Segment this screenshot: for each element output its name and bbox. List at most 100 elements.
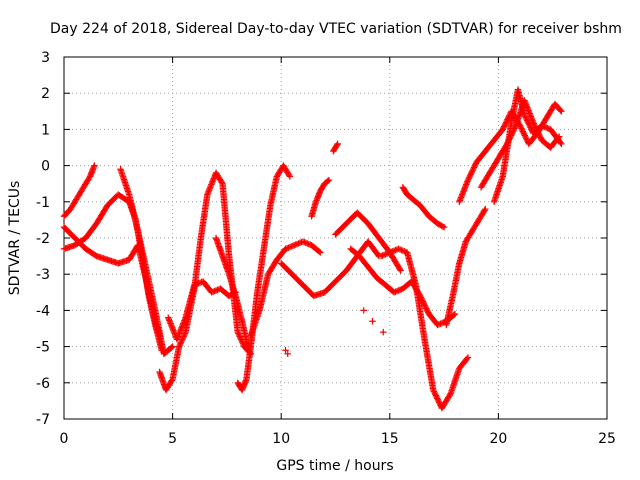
data-point-fill	[439, 223, 446, 230]
data-point-fill	[288, 243, 295, 250]
data-point-fill	[419, 298, 427, 305]
data-point-fill	[465, 175, 472, 182]
data-point-fill	[438, 222, 445, 229]
data-point-fill	[181, 330, 189, 337]
y-axis-label: SDTVAR / TECUs	[7, 181, 23, 296]
y-tick-label: -1	[36, 195, 50, 211]
data-point-fill	[523, 117, 531, 124]
data-point-fill	[504, 115, 512, 122]
x-tick-label: 10	[272, 431, 290, 447]
data-point-fill	[78, 186, 86, 194]
data-point-fill	[462, 356, 470, 364]
data-point-fill	[167, 378, 175, 386]
data-point-fill	[285, 244, 292, 251]
data-point-fill	[431, 389, 438, 397]
data-point-fill	[401, 248, 408, 255]
data-point-fill	[383, 250, 391, 257]
data-point-fill	[467, 171, 474, 178]
data-point-fill	[541, 117, 548, 125]
data-point-fill	[466, 172, 474, 180]
chart-title: Day 224 of 2018, Sidereal Day-to-day VTE…	[50, 21, 622, 37]
data-point-fill	[235, 331, 243, 339]
data-point-fill	[557, 107, 564, 114]
data-point-fill	[432, 392, 440, 399]
data-point-fill	[412, 280, 419, 287]
data-point-fill	[449, 294, 456, 301]
data-point-fill	[402, 188, 409, 196]
data-point-fill	[380, 280, 387, 287]
data-point-fill	[395, 287, 402, 294]
data-point-fill	[85, 175, 92, 183]
data-point-fill	[541, 123, 548, 131]
data-point-fill	[406, 193, 413, 200]
data-point-fill	[312, 200, 319, 207]
data-point-fill	[518, 125, 525, 132]
data-point-fill	[264, 272, 272, 279]
plot-frame	[63, 56, 608, 420]
data-point-fill	[445, 393, 453, 400]
data-point-fill	[181, 331, 188, 339]
grid-lines	[64, 57, 607, 419]
data-point-fill	[392, 288, 399, 295]
data-point-fill	[540, 123, 547, 130]
data-point-fill	[432, 391, 439, 398]
data-point-fill	[520, 129, 527, 136]
data-point-fill	[168, 344, 175, 351]
data-point-fill	[467, 230, 474, 237]
data-point-fill	[522, 133, 529, 141]
data-point-fill	[352, 255, 359, 262]
data-point-fill	[308, 290, 315, 297]
data-point-fill	[393, 287, 401, 295]
data-point-fill	[285, 171, 293, 179]
data-point-fill	[462, 239, 469, 247]
data-point-fill	[390, 247, 398, 254]
data-point-fill	[176, 341, 183, 349]
data-point-fill	[90, 163, 98, 171]
data-point-fill	[398, 246, 405, 254]
data-point-fill	[446, 391, 454, 399]
data-point-fill	[324, 177, 332, 185]
data-point-fill	[272, 259, 279, 266]
data-point-fill	[388, 287, 396, 294]
data-point-fill	[217, 177, 225, 185]
data-point-fill	[501, 122, 508, 129]
data-point-fill	[556, 138, 563, 145]
data-point-fill	[469, 167, 476, 174]
data-point-fill	[333, 141, 341, 149]
data-point-fill	[168, 377, 175, 384]
data-point-fill	[177, 339, 185, 346]
data-point-fill	[524, 118, 532, 126]
data-point-fill	[179, 336, 186, 343]
data-point-fill	[520, 130, 528, 138]
data-point-fill	[557, 139, 564, 146]
data-point-fill	[470, 165, 477, 173]
data-point-fill	[531, 121, 538, 129]
data-point-fill	[500, 124, 507, 132]
data-point-fill	[544, 124, 551, 132]
data-point-fill	[134, 226, 141, 233]
data-point-fill	[80, 236, 87, 243]
data-point-fill	[399, 247, 407, 254]
data-point-fill	[450, 311, 458, 319]
data-point-fill	[354, 251, 361, 258]
data-point-fill	[178, 337, 185, 345]
data-point-fill	[373, 250, 381, 257]
data-point	[369, 318, 376, 325]
x-axis-label: GPS time / hours	[276, 458, 393, 474]
data-point	[282, 347, 289, 354]
data-point-fill	[529, 117, 536, 124]
data-point-fill	[379, 252, 386, 259]
data-point-fill	[523, 115, 530, 123]
data-point-fill	[286, 268, 294, 276]
y-tick-labels: -7 -6 -5 -4 -3 -2 -1 0 1 2 3	[36, 50, 50, 428]
data-point-fill	[125, 189, 132, 197]
data-point-fill	[175, 344, 183, 352]
data-point-fill	[237, 334, 244, 342]
data-point-fill	[151, 305, 159, 313]
data-point-fill	[500, 123, 508, 130]
data-point-fill	[65, 207, 72, 215]
x-tick-labels: 0 5 10 15 20 25	[60, 431, 616, 447]
data-point-fill	[535, 131, 543, 138]
data-point-fill	[481, 207, 488, 214]
data-point-fill	[296, 239, 304, 247]
